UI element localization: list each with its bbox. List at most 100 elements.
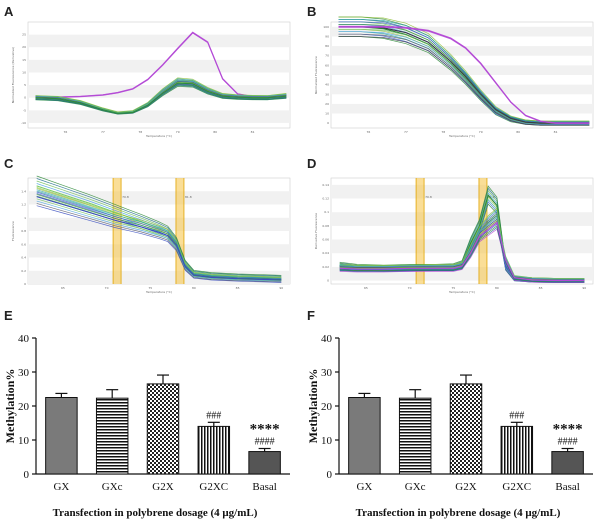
melt-curve-cluster-dark [338,33,590,126]
panel-label-d: D [307,156,316,171]
y-tick-label: 0.06 [322,238,329,242]
category-label: G2X [455,481,476,493]
melt-curve-upper [36,175,282,276]
x-tick-label: 85 [236,286,240,290]
melt-curve-cluster-dark [338,16,590,122]
temperature-marker-band [416,178,425,284]
grid-band [28,34,290,48]
melt-curve-outlier-main [338,26,590,124]
y-tick-label: 5 [24,83,26,87]
y-tick-label: 0.02 [322,265,329,269]
x-tick-label: 65 [61,286,65,290]
category-label: G2X [152,481,173,493]
grid-band [331,212,593,226]
derivative-fluorescence-plot-d: 0.14 0.12 0.1 0.08 0.06 0.04 0.02 0 65 70 75 80 85 90… [314,177,594,294]
x-tick-label: 79 [479,130,483,134]
melt-curve-cluster-dark [338,36,590,126]
x-tick-label: 85 [539,286,543,290]
x-tick-label: 80 [213,130,217,134]
panel-label-e: E [4,308,13,323]
melt-curve-cluster-dark [338,19,590,122]
y-tick-label: 10 [325,112,329,116]
y-tick-label: 0.1 [324,210,329,214]
melt-curve-lower [36,187,282,278]
y-tick-label: 0.12 [322,197,329,201]
significance-hashes: ### [509,410,524,421]
y-axis-title: Derivative Fluorescence [314,213,318,249]
y-tick-label: 20 [321,401,333,413]
methylation-bar-chart-f: 0 10 20 30 40 Methylation% GX GXc G2X G2XC ### Basa… [306,333,593,519]
x-tick-label: 81 [251,130,255,134]
significance-hashes: #### [558,437,578,448]
category-label: Basal [555,481,579,493]
melt-curve-purple [339,215,585,279]
melt-curve-purple [339,226,585,283]
melt-curve-lower [36,193,282,280]
melt-curve-lower [36,189,282,279]
y-tick-label: 0.08 [322,224,329,228]
bar-g2xc [197,425,231,475]
temperature-marker-band [478,178,487,284]
melt-curve-lower [36,198,282,281]
raw-fluorescence-plot-c: 1.4 1.2 1 0.8 0.6 0.4 0.2 0 65 70 75 80 85 90 Temperat… [11,175,291,294]
y-tick-label: 80 [325,44,329,48]
category-label: GXc [102,481,123,493]
bar-g2xc [500,425,534,475]
y-axis-title: Methylation% [3,369,17,444]
y-tick-label: 100 [323,25,329,29]
category-label: G2XC [502,481,531,493]
methylation-bar-chart-e: 0 10 20 30 40 Methylation% GX GXc G2X G2XC ### Basa… [3,333,290,519]
y-tick-label: 20 [18,401,30,413]
grid-band [331,46,593,56]
x-axis-title: Transfection in polybrene dosage (4 μg/m… [53,507,258,519]
panel-label-c: C [4,156,14,171]
x-tick-label: 76 [64,130,68,134]
significance-hashes: #### [255,437,275,448]
y-tick-label: 0.4 [21,256,26,260]
y-tick-label: 1 [24,216,26,220]
y-tick-label: 0.04 [322,251,329,255]
grid-band [331,239,593,254]
x-tick-label: 80 [495,286,499,290]
bar-g2x [146,383,180,475]
melt-curve-lower [36,203,282,283]
y-tick-label: 0.2 [21,269,26,273]
marker-label: 70.8 [425,195,432,199]
grid-band [331,103,593,114]
bar-gx [45,397,78,475]
bar-gxc [95,397,129,475]
melt-curve-cluster-green [35,80,287,114]
y-axis-title: Methylation% [306,369,320,444]
x-tick-label: 78 [138,130,142,134]
y-tick-label: 1.2 [21,203,26,207]
x-tick-label: 77 [404,130,408,134]
bar-gxc [398,397,432,475]
category-label: GX [53,481,69,493]
y-tick-label: 40 [321,333,333,345]
melt-curve-cluster-dark [338,31,590,125]
bar-gx [348,397,381,475]
y-tick-label: 0 [327,469,333,481]
y-tick-label: 0.14 [322,183,329,187]
x-axis-title: Temperature (°C) [448,290,475,294]
x-tick-label: 81 [554,130,558,134]
y-tick-label: 50 [325,73,329,77]
grid-band [28,244,290,258]
y-tick-label: 0 [327,121,329,125]
melt-curve-cluster-green [35,86,287,115]
melt-curve-purple [339,225,585,282]
melt-curve-lower [36,191,282,280]
temperature-marker-band [175,178,184,284]
y-tick-label: -5 [23,108,26,112]
y-tick-label: 60 [325,63,329,67]
y-tick-label: 10 [18,435,30,447]
y-tick-label: 10 [22,70,26,74]
x-tick-label: 75 [148,286,152,290]
grid-band [28,191,290,205]
melt-curve-purple-main [339,221,585,282]
y-axis-title: Normalized Fluorescence (Derivative) [11,47,15,104]
x-tick-label: 80 [192,286,196,290]
melt-curve-purple [339,216,585,280]
